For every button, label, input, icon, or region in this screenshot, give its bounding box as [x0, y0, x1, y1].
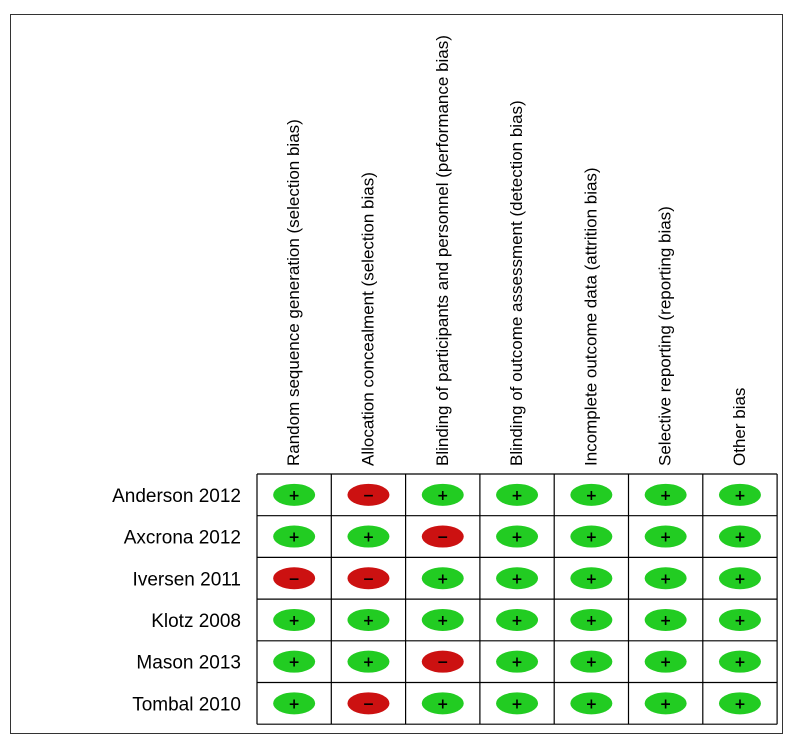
high-risk-icon: −: [421, 650, 464, 673]
svg-text:+: +: [363, 530, 375, 546]
high-risk-icon: −: [347, 567, 390, 590]
svg-text:+: +: [288, 655, 300, 671]
column-label: Blinding of participants and personnel (…: [433, 35, 452, 466]
low-risk-icon: +: [570, 483, 613, 506]
study-label: Anderson 2012: [112, 486, 241, 507]
svg-text:+: +: [585, 655, 597, 671]
low-risk-icon: +: [273, 650, 316, 673]
svg-text:+: +: [660, 530, 672, 546]
column-label: Selective reporting (reporting bias): [656, 206, 675, 466]
low-risk-icon: +: [718, 525, 761, 548]
svg-text:−: −: [363, 696, 375, 712]
low-risk-icon: +: [718, 608, 761, 631]
study-label: Mason 2013: [136, 653, 241, 674]
svg-text:+: +: [734, 613, 746, 629]
high-risk-icon: −: [347, 692, 390, 715]
svg-text:+: +: [660, 571, 672, 587]
high-risk-icon: −: [347, 483, 390, 506]
svg-text:+: +: [511, 571, 523, 587]
low-risk-icon: +: [347, 650, 390, 673]
svg-text:+: +: [437, 488, 449, 504]
svg-text:+: +: [437, 613, 449, 629]
low-risk-icon: +: [273, 692, 316, 715]
svg-text:+: +: [511, 488, 523, 504]
low-risk-icon: +: [496, 692, 539, 715]
svg-text:+: +: [585, 530, 597, 546]
low-risk-icon: +: [644, 483, 687, 506]
low-risk-icon: +: [496, 567, 539, 590]
svg-text:+: +: [363, 613, 375, 629]
low-risk-icon: +: [570, 525, 613, 548]
svg-text:+: +: [734, 488, 746, 504]
svg-text:+: +: [288, 530, 300, 546]
low-risk-icon: +: [570, 692, 613, 715]
low-risk-icon: +: [570, 567, 613, 590]
svg-text:+: +: [585, 613, 597, 629]
svg-text:+: +: [288, 488, 300, 504]
low-risk-icon: +: [644, 567, 687, 590]
svg-text:+: +: [660, 488, 672, 504]
svg-text:−: −: [437, 655, 449, 671]
svg-text:+: +: [511, 530, 523, 546]
low-risk-icon: +: [644, 608, 687, 631]
svg-text:+: +: [585, 571, 597, 587]
low-risk-icon: +: [718, 483, 761, 506]
svg-text:+: +: [363, 655, 375, 671]
high-risk-icon: −: [421, 525, 464, 548]
low-risk-icon: +: [421, 692, 464, 715]
svg-text:+: +: [511, 613, 523, 629]
study-label: Axcrona 2012: [124, 528, 241, 549]
low-risk-icon: +: [347, 525, 390, 548]
svg-text:+: +: [660, 696, 672, 712]
column-label: Random sequence generation (selection bi…: [284, 119, 303, 466]
column-label: Blinding of outcome assessment (detectio…: [507, 100, 526, 466]
low-risk-icon: +: [718, 650, 761, 673]
high-risk-icon: −: [273, 567, 316, 590]
study-label: Iversen 2011: [133, 569, 241, 590]
svg-text:−: −: [437, 530, 449, 546]
svg-text:+: +: [734, 530, 746, 546]
low-risk-icon: +: [421, 567, 464, 590]
svg-text:+: +: [288, 613, 300, 629]
svg-text:+: +: [734, 655, 746, 671]
column-label: Allocation concealment (selection bias): [358, 172, 377, 466]
low-risk-icon: +: [347, 608, 390, 631]
low-risk-icon: +: [273, 608, 316, 631]
low-risk-icon: +: [570, 650, 613, 673]
svg-text:+: +: [734, 696, 746, 712]
svg-text:+: +: [660, 613, 672, 629]
svg-text:−: −: [363, 571, 375, 587]
svg-text:+: +: [437, 571, 449, 587]
low-risk-icon: +: [496, 608, 539, 631]
column-label: Other bias: [730, 388, 749, 466]
low-risk-icon: +: [570, 608, 613, 631]
low-risk-icon: +: [644, 525, 687, 548]
low-risk-icon: +: [644, 692, 687, 715]
svg-text:+: +: [511, 655, 523, 671]
svg-text:+: +: [437, 696, 449, 712]
low-risk-icon: +: [496, 650, 539, 673]
low-risk-icon: +: [273, 525, 316, 548]
low-risk-icon: +: [496, 483, 539, 506]
svg-text:+: +: [585, 488, 597, 504]
svg-text:+: +: [660, 655, 672, 671]
column-label: Incomplete outcome data (attrition bias): [581, 167, 600, 466]
svg-text:−: −: [288, 571, 300, 587]
low-risk-icon: +: [718, 567, 761, 590]
svg-text:+: +: [585, 696, 597, 712]
low-risk-icon: +: [273, 483, 316, 506]
low-risk-icon: +: [496, 525, 539, 548]
low-risk-icon: +: [421, 483, 464, 506]
low-risk-icon: +: [644, 650, 687, 673]
svg-text:+: +: [288, 696, 300, 712]
study-label: Tombal 2010: [132, 694, 241, 715]
svg-text:+: +: [734, 571, 746, 587]
low-risk-icon: +: [421, 608, 464, 631]
svg-text:+: +: [511, 696, 523, 712]
study-label: Klotz 2008: [151, 611, 241, 632]
low-risk-icon: +: [718, 692, 761, 715]
svg-text:−: −: [363, 488, 375, 504]
